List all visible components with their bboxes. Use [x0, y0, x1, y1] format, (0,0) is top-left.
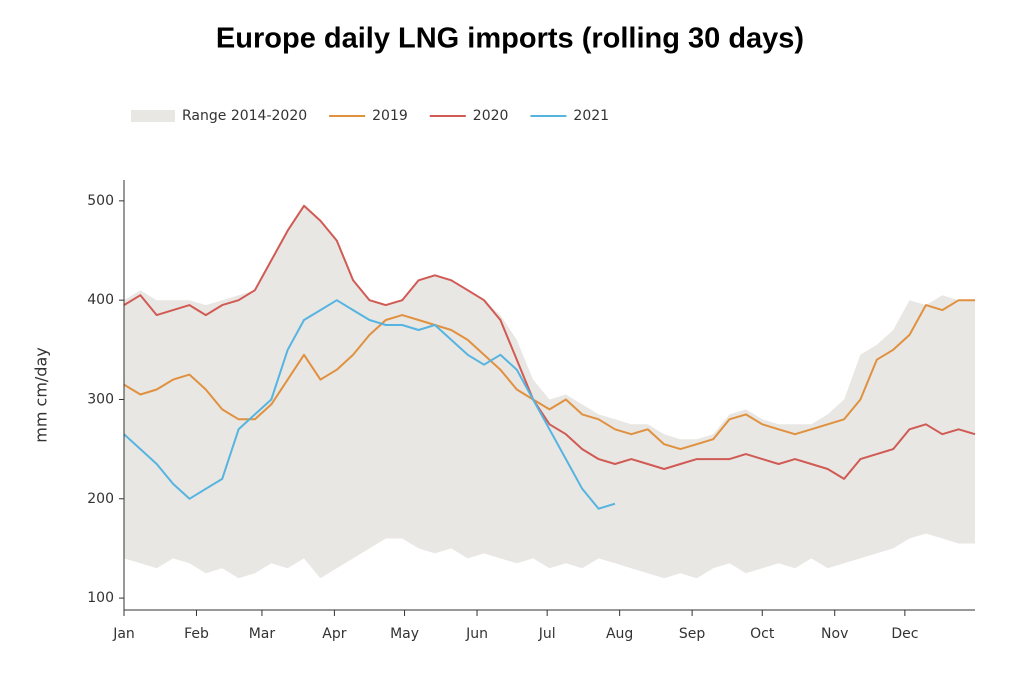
legend: Range 2014-2020 2019 2020 2021: [131, 108, 609, 124]
series-line: [123, 204, 976, 480]
y-axis-label: mm cm/day: [32, 347, 51, 442]
legend-label: Range 2014-2020: [182, 108, 307, 124]
y-tick-label: 500: [87, 193, 114, 209]
x-tick-label: Aug: [606, 626, 633, 642]
x-tick-label: Oct: [750, 626, 775, 642]
y-tick-label: 400: [87, 292, 114, 308]
legend-label: 2021: [573, 108, 609, 124]
y-tick-label: 200: [87, 491, 114, 507]
range-area: [124, 205, 975, 579]
chart-title: Europe daily LNG imports (rolling 30 day…: [216, 23, 804, 55]
x-tick-label: Dec: [891, 626, 918, 642]
series-line: [123, 299, 616, 510]
x-tick-label: Jul: [538, 626, 556, 642]
x-tick-label: Nov: [821, 626, 848, 642]
x-tick-label: Mar: [249, 626, 276, 642]
series-line: [123, 299, 975, 451]
y-tick-label: 300: [87, 391, 114, 407]
x-tick-label: Jun: [465, 626, 488, 642]
plot-area: [123, 204, 976, 579]
legend-swatch: [131, 110, 175, 122]
x-tick-label: Feb: [184, 626, 209, 642]
x-tick-label: May: [390, 626, 419, 642]
legend-label: 2020: [473, 108, 509, 124]
x-tick-label: Apr: [322, 626, 346, 642]
legend-label: 2019: [372, 108, 408, 124]
x-tick-label: Jan: [112, 626, 135, 642]
x-tick-label: Sep: [679, 626, 706, 642]
y-tick-label: 100: [87, 590, 114, 606]
